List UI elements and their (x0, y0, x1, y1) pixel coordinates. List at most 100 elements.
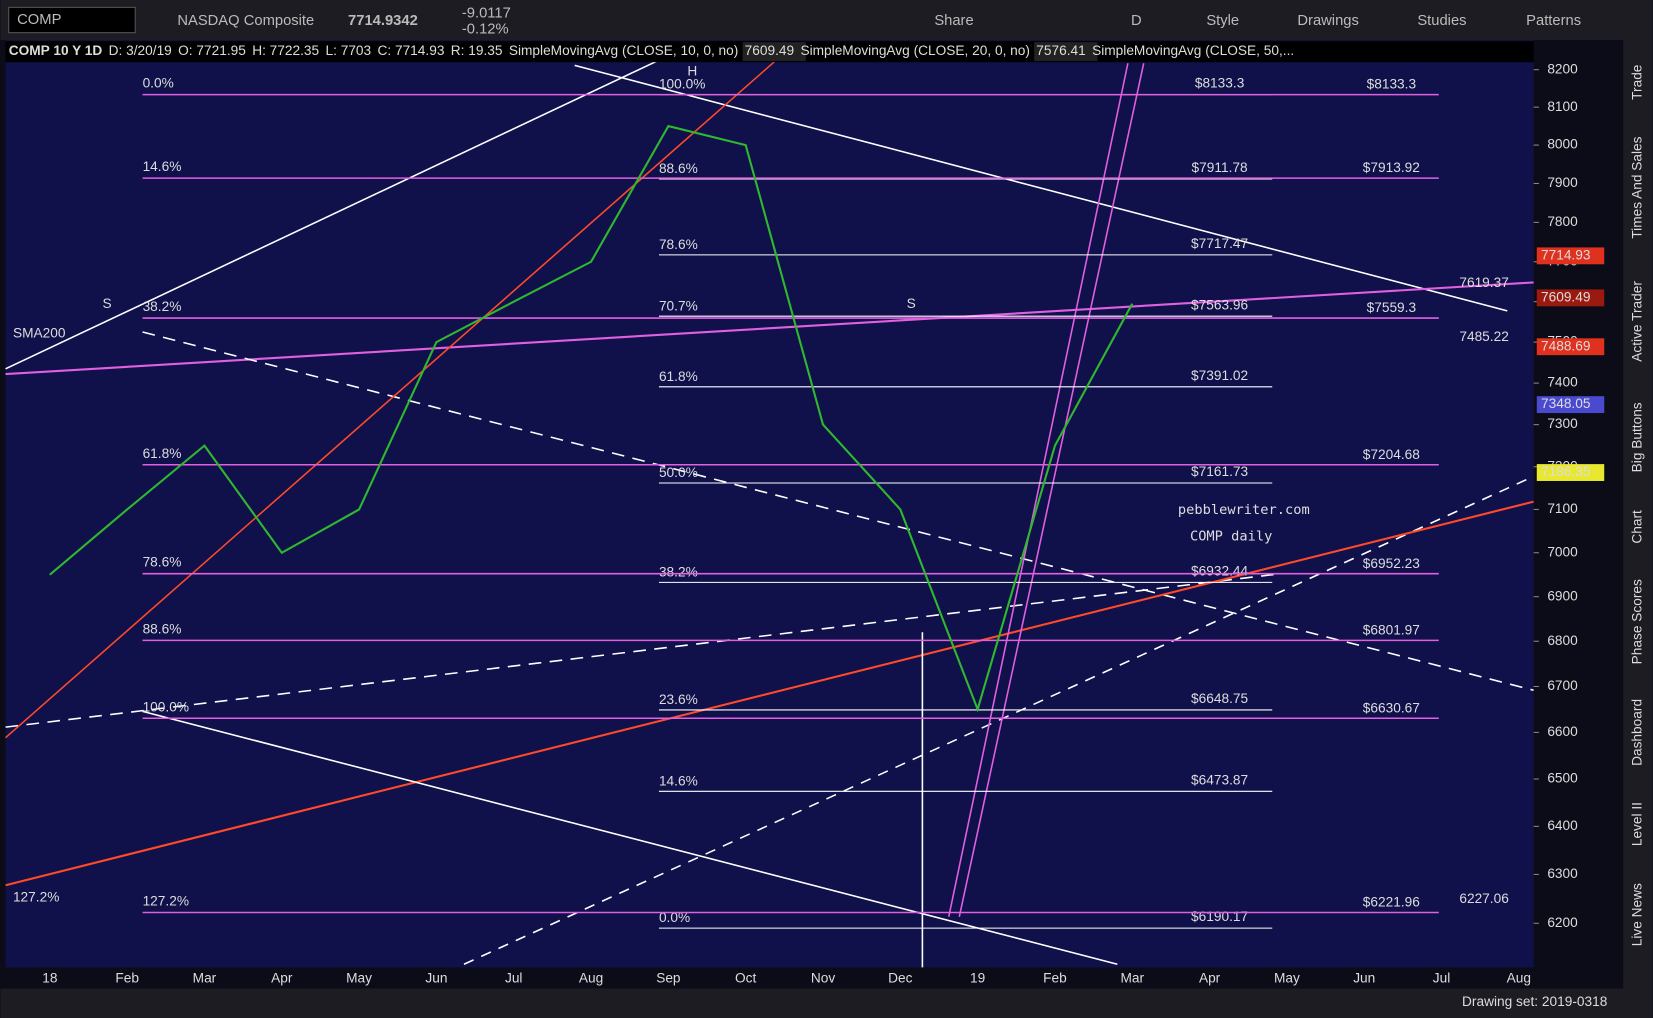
fib-pct: 127.2% (143, 894, 189, 909)
drawing-set: Drawing set: 2019-0318 (1462, 994, 1608, 1009)
fib-price: $7204.68 (1363, 447, 1420, 462)
change: -9.0117 (462, 6, 511, 22)
x-tick-label: Feb (115, 971, 139, 986)
trend-line (463, 475, 1534, 965)
fib-pct: 38.2% (143, 299, 182, 314)
trend-line (958, 63, 1145, 917)
plot-area (5, 40, 1534, 968)
x-tick-label: Dec (888, 971, 912, 986)
fib-price: $6190.17 (1191, 909, 1248, 924)
x-tick-label: Mar (1120, 971, 1144, 986)
trend-line (5, 51, 676, 370)
symbol: COMP (17, 12, 61, 28)
fib-price: $6932.44 (1191, 563, 1248, 578)
header-value-bg (742, 42, 806, 62)
y-tick-label: 6400 (1547, 818, 1578, 833)
header-item: C: 7714.93 (377, 43, 444, 58)
sidebar-tab[interactable]: Phase Scores (1630, 579, 1645, 664)
y-tick-label: 6300 (1547, 866, 1578, 881)
header-item: 7576.41 (1036, 43, 1085, 58)
fib-pct: 61.8% (659, 369, 698, 384)
y-tick-label: 8100 (1547, 99, 1578, 114)
fib-price: $7913.92 (1363, 160, 1420, 175)
x-tick-label: May (346, 971, 372, 986)
y-tick-label: 7300 (1547, 416, 1578, 431)
annotation: S (103, 296, 112, 311)
fib-pct: 61.8% (143, 446, 182, 461)
trend-line (5, 573, 1276, 728)
fib-pct: 14.6% (143, 159, 182, 174)
toolbar-button[interactable]: Patterns (1526, 13, 1581, 29)
price-tag-label: 7348.05 (1541, 396, 1591, 411)
fib-pct: 78.6% (143, 555, 182, 570)
trend-line (5, 281, 1534, 376)
annotation: 127.2% (13, 889, 59, 904)
fib-pct: 78.6% (659, 237, 698, 252)
fib-pct: 23.6% (659, 692, 698, 707)
toolbar-button[interactable]: Style (1206, 13, 1239, 29)
x-tick-label: Jul (1433, 971, 1451, 986)
x-tick-label: Apr (1199, 971, 1221, 986)
fib-price: $7717.47 (1191, 236, 1248, 251)
fib-price: $6221.96 (1363, 895, 1420, 910)
fib-price: $7563.96 (1191, 297, 1248, 312)
fib-price: $6801.97 (1363, 622, 1420, 637)
trend-line (5, 500, 1534, 887)
sidebar-tab[interactable]: Big Buttons (1630, 402, 1645, 472)
y-tick-label: 7900 (1547, 175, 1578, 190)
fib-price: $6952.23 (1363, 556, 1420, 571)
y-tick-label: 6700 (1547, 678, 1578, 693)
fib-price: $7161.73 (1191, 464, 1248, 479)
header-item: L: 7703 (325, 43, 371, 58)
annotation: pebblewriter.com (1178, 502, 1310, 518)
toolbar-button[interactable]: Drawings (1297, 13, 1358, 29)
x-tick-label: Jul (505, 971, 522, 986)
fib-pct: 0.0% (143, 76, 174, 91)
fib-pct: 88.6% (143, 621, 182, 636)
header-item: R: 19.35 (451, 43, 503, 58)
x-tick-label: Aug (1507, 971, 1531, 986)
x-tick-label: 19 (970, 971, 985, 986)
fib-price: $6630.67 (1363, 700, 1420, 715)
footer (0, 988, 1653, 1018)
y-tick-label: 6500 (1547, 771, 1578, 786)
x-tick-label: Nov (811, 971, 835, 986)
y-tick-label: 6600 (1547, 724, 1578, 739)
fib-price: $7911.78 (1192, 160, 1248, 175)
header-item: COMP 10 Y 1D (9, 43, 103, 58)
fib-price: $6648.75 (1191, 691, 1248, 706)
y-tick-label: 8200 (1547, 61, 1578, 76)
price-tag (1536, 464, 1605, 481)
fib-pct: 70.7% (659, 298, 698, 313)
price-tag-label: 7186.35 (1541, 464, 1591, 479)
symbol-box[interactable] (8, 6, 136, 34)
fib-price: $6473.87 (1191, 772, 1248, 787)
sidebar-tab[interactable]: Active Trader (1630, 281, 1645, 362)
sidebar-tab[interactable]: Level II (1630, 802, 1645, 846)
fib-pct: 14.6% (659, 773, 698, 788)
sidebar-tab[interactable]: Live News (1630, 883, 1645, 946)
sidebar-tab[interactable]: Trade (1630, 65, 1645, 100)
header-item: O: 7721.95 (178, 43, 246, 58)
sidebar (1623, 40, 1653, 989)
header-item: SimpleMovingAvg (CLOSE, 50,... (1092, 43, 1294, 58)
y-tick-label: 7100 (1547, 501, 1578, 516)
sidebar-tab[interactable]: Chart (1630, 510, 1645, 544)
sidebar-tab[interactable]: Dashboard (1630, 699, 1645, 766)
price-tag-label: 7714.93 (1541, 247, 1591, 262)
toolbar (0, 0, 1653, 41)
fib-pct: 100.0% (659, 77, 705, 92)
toolbar-button[interactable]: D (1131, 13, 1142, 29)
sidebar-tab[interactable]: Times And Sales (1630, 136, 1645, 238)
fib-price: $7559.3 (1367, 300, 1417, 315)
annotation: H (687, 63, 697, 78)
header-item: SimpleMovingAvg (CLOSE, 10, 0, no) (509, 43, 739, 58)
fib-price: $7391.02 (1191, 368, 1248, 383)
fib-pct: 0.0% (659, 910, 690, 925)
x-tick-label: Aug (579, 971, 603, 986)
header-item: H: 7722.35 (252, 43, 319, 58)
change-pct: -0.12% (462, 21, 509, 37)
toolbar-button[interactable]: Studies (1417, 13, 1466, 29)
toolbar-button[interactable]: Share (934, 13, 973, 29)
x-tick-label: Mar (193, 971, 217, 986)
